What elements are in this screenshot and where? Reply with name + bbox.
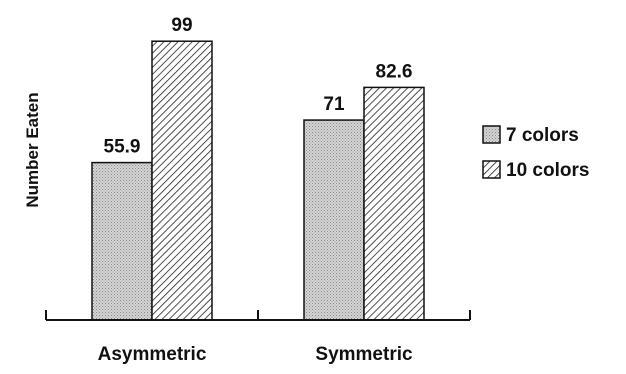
x-tick-label-asymmetric: Asymmetric xyxy=(98,344,207,365)
legend-swatch-10-colors xyxy=(482,160,501,179)
y-axis-label: Number Eaten xyxy=(23,92,42,207)
data-label-asymmetric-10-colors: 99 xyxy=(171,15,192,36)
bar-symmetric-10-colors xyxy=(363,86,425,321)
legend-swatch-7-colors xyxy=(482,125,501,144)
bar-asymmetric-10-colors xyxy=(151,40,213,321)
bar-asymmetric-7-colors xyxy=(91,161,153,321)
x-tick-label-symmetric: Symmetric xyxy=(315,344,413,365)
data-label-asymmetric-7-colors: 55.9 xyxy=(104,137,141,158)
data-label-symmetric-10-colors: 82.6 xyxy=(376,61,413,82)
legend-label-10-colors: 10 colors xyxy=(506,160,589,181)
data-label-symmetric-7-colors: 71 xyxy=(323,94,345,115)
legend-label-7-colors: 7 colors xyxy=(506,125,579,146)
legend: 7 colors 10 colors xyxy=(482,125,589,181)
bar-symmetric-7-colors xyxy=(303,119,365,321)
